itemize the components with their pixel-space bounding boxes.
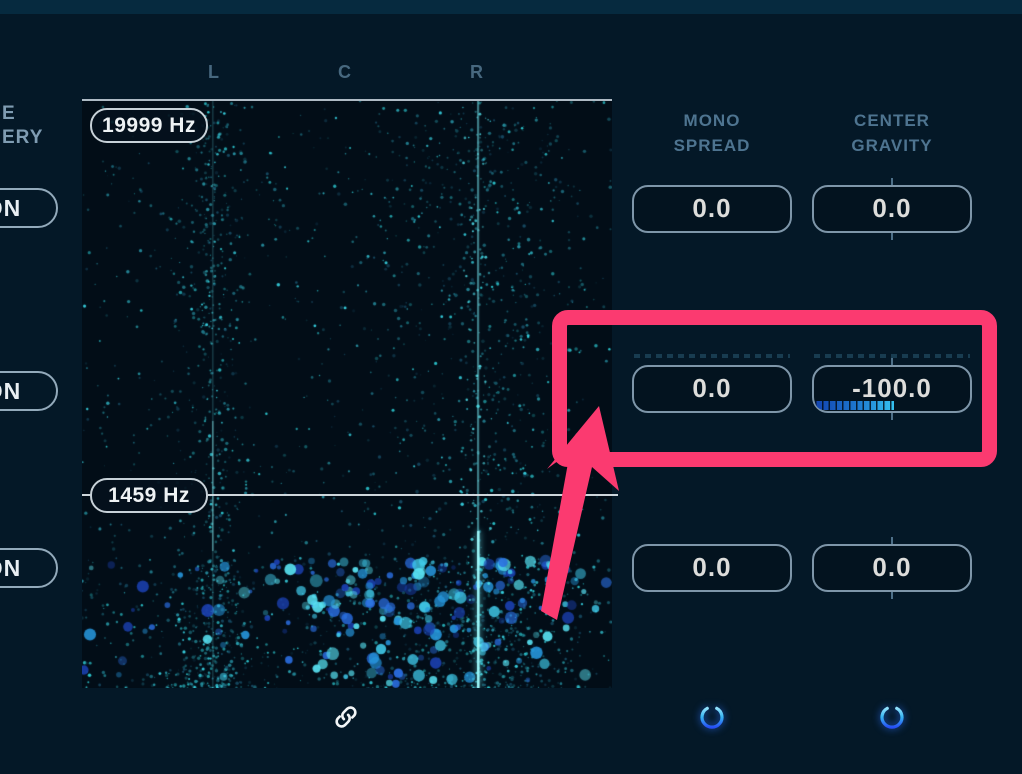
center-gravity-tick bbox=[891, 592, 893, 599]
center-gravity-tick bbox=[891, 537, 893, 544]
link-channels-button[interactable] bbox=[331, 702, 361, 732]
center-gravity-value-row2[interactable]: -100.0 bbox=[812, 365, 972, 413]
mono-spread-value-row2[interactable]: 0.0 bbox=[632, 365, 792, 413]
center-gravity-meter bbox=[815, 401, 894, 410]
center-gravity-tick bbox=[891, 233, 893, 240]
link-icon bbox=[335, 706, 357, 728]
mono-spread-value-row1[interactable]: 0.0 bbox=[632, 185, 792, 233]
channel-label-left: L bbox=[208, 62, 220, 82]
center-gravity-value-row1[interactable]: 0.0 bbox=[812, 185, 972, 233]
center-gravity-value-row2-text: -100.0 bbox=[852, 373, 932, 403]
freq-cursor-line bbox=[208, 494, 618, 496]
channel-label-right: R bbox=[470, 62, 484, 82]
center-gravity-tick bbox=[891, 178, 893, 185]
on-button-row1[interactable]: ON bbox=[0, 188, 58, 228]
mono-spread-power-button[interactable] bbox=[697, 702, 727, 732]
row2-dash-strip bbox=[814, 354, 970, 358]
center-gravity-header: CENTER GRAVITY bbox=[851, 111, 933, 155]
power-icon bbox=[700, 703, 724, 729]
window-top-strip bbox=[0, 0, 1022, 14]
row2-dash-strip bbox=[634, 354, 790, 358]
freq-cursor-line-stub bbox=[82, 494, 91, 496]
center-gravity-power-button[interactable] bbox=[877, 702, 907, 732]
on-button-row2[interactable]: ON bbox=[0, 371, 58, 411]
power-icon bbox=[880, 703, 904, 729]
center-gravity-tick bbox=[891, 413, 893, 420]
center-gravity-value-row3[interactable]: 0.0 bbox=[812, 544, 972, 592]
on-button-row3[interactable]: ON bbox=[0, 548, 58, 588]
freq-readout-top-handle[interactable]: 19999 Hz bbox=[90, 108, 208, 143]
freq-readout-cursor-handle[interactable]: 1459 Hz bbox=[90, 478, 208, 513]
channel-label-center: C bbox=[338, 62, 352, 82]
center-gravity-tick bbox=[891, 358, 893, 365]
mono-spread-header: MONO SPREAD bbox=[673, 111, 751, 155]
clipped-left-label-line2: ERY bbox=[2, 127, 44, 148]
stereo-spectrogram-display bbox=[82, 101, 612, 688]
mono-spread-value-row3[interactable]: 0.0 bbox=[632, 544, 792, 592]
plot-top-border bbox=[82, 99, 612, 101]
clipped-left-label-line1: E bbox=[2, 103, 16, 124]
